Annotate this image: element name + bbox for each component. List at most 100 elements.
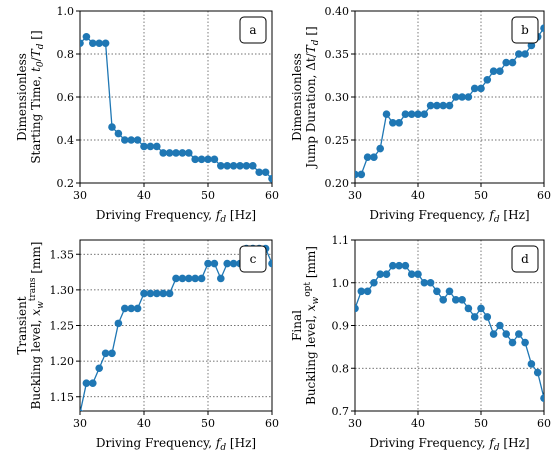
x-tick-label: 50 — [474, 417, 488, 430]
data-point — [101, 39, 110, 48]
y-tick-label: 0.20 — [325, 177, 350, 190]
data-point — [439, 101, 448, 110]
data-point — [395, 119, 403, 127]
data-point — [370, 153, 378, 161]
data-point — [133, 304, 142, 313]
x-tick-label: 30 — [73, 417, 87, 430]
data-point — [101, 349, 110, 358]
data-point — [229, 162, 238, 170]
y-axis-label-line2: Buckling level, xwopt​ [mm] — [303, 246, 321, 405]
panel-tag-label: c — [250, 252, 257, 266]
data-point — [217, 274, 225, 283]
data-point — [496, 321, 504, 330]
y-axis-label-line1: Final — [290, 310, 304, 341]
data-point — [515, 330, 523, 338]
x-tick-label: 60 — [537, 189, 551, 202]
y-tick-label: 0.8 — [332, 362, 350, 375]
x-tick-label: 40 — [411, 417, 425, 430]
x-tick-label: 60 — [537, 417, 551, 430]
data-point — [401, 110, 410, 118]
y-tick-label: 0.2 — [57, 177, 75, 190]
data-point — [489, 67, 498, 75]
panel-tag-box — [511, 16, 539, 44]
data-point — [223, 162, 231, 170]
y-tick-label: 1.25 — [50, 320, 75, 333]
data-point — [483, 313, 492, 321]
chart-panel-a: 30 40 50 60 0.2 0.4 0.6 0.8 1.0 Driving Frequency… — [15, 5, 279, 225]
y-tick-label: 1.20 — [50, 355, 75, 368]
data-point — [217, 162, 225, 170]
x-tick-label: 30 — [73, 189, 87, 202]
data-point — [165, 289, 174, 298]
data-point — [133, 136, 142, 144]
data-point — [114, 129, 123, 138]
x-tick-label: 50 — [201, 189, 215, 202]
data-point — [382, 110, 391, 118]
data-point — [355, 170, 359, 179]
y-tick-label: 1.15 — [50, 391, 75, 404]
data-point — [445, 287, 454, 296]
data-point — [515, 50, 523, 58]
x-tick-label: 50 — [474, 189, 488, 202]
data-point — [355, 304, 359, 313]
data-point — [433, 287, 441, 296]
y-tick-label: 0.6 — [57, 91, 75, 104]
data-point — [376, 270, 385, 279]
data-point — [477, 304, 485, 313]
data-point — [508, 58, 517, 67]
y-tick-label: 0.4 — [57, 134, 75, 147]
data-point — [483, 76, 492, 84]
data-point — [496, 67, 504, 75]
y-tick-label: 0.35 — [325, 48, 350, 61]
data-point — [502, 330, 511, 338]
y-axis-label-line1: Transient — [15, 296, 29, 354]
data-point — [80, 409, 84, 411]
data-point — [197, 274, 206, 283]
data-point — [540, 24, 544, 32]
data-point — [127, 136, 135, 144]
data-point — [395, 261, 403, 270]
data-point — [521, 338, 529, 347]
data-point — [268, 174, 272, 183]
data-point — [502, 58, 511, 67]
data-point — [114, 319, 123, 328]
data-point — [452, 296, 460, 304]
series-line — [80, 35, 272, 180]
y-tick-label: 0.9 — [332, 320, 350, 333]
data-point — [376, 144, 385, 153]
data-point — [140, 142, 148, 151]
x-tick-label: 40 — [137, 417, 151, 430]
data-point — [89, 39, 97, 48]
x-tick-label: 30 — [348, 189, 362, 202]
data-point — [82, 379, 91, 388]
series-group — [355, 24, 544, 179]
data-point — [95, 39, 103, 48]
data-point — [357, 170, 366, 179]
panel-tag-label: d — [521, 252, 529, 266]
data-point — [445, 101, 454, 110]
data-point — [191, 155, 199, 164]
chart-panel-c: 30 40 50 60 1.15 1.20 1.25 1.30 1.35 Driving Freq… — [15, 239, 279, 453]
chart-panel-b: 30 40 50 60 0.20 0.25 0.30 0.35 0.40 Driving Freq… — [290, 5, 551, 225]
data-point — [82, 33, 91, 41]
data-point — [95, 364, 103, 373]
data-point — [229, 259, 238, 268]
data-point — [426, 101, 435, 110]
y-tick-label: 1.30 — [50, 284, 75, 297]
y-tick-label: 0.25 — [325, 134, 350, 147]
data-point — [210, 155, 219, 164]
data-point — [420, 110, 429, 118]
data-point — [407, 110, 416, 118]
data-point — [140, 289, 148, 298]
data-point — [452, 93, 460, 101]
data-point — [521, 50, 529, 58]
data-point — [255, 168, 263, 177]
x-axis-label: Driving Frequency, fd​ [Hz] — [369, 436, 529, 453]
y-tick-label: 1.0 — [332, 277, 350, 290]
panel-tag-label: a — [249, 23, 256, 37]
data-point — [464, 304, 473, 313]
panel-tag-label: b — [521, 23, 529, 37]
data-point — [261, 168, 270, 177]
y-tick-label: 0.30 — [325, 91, 350, 104]
series-group — [80, 33, 272, 183]
